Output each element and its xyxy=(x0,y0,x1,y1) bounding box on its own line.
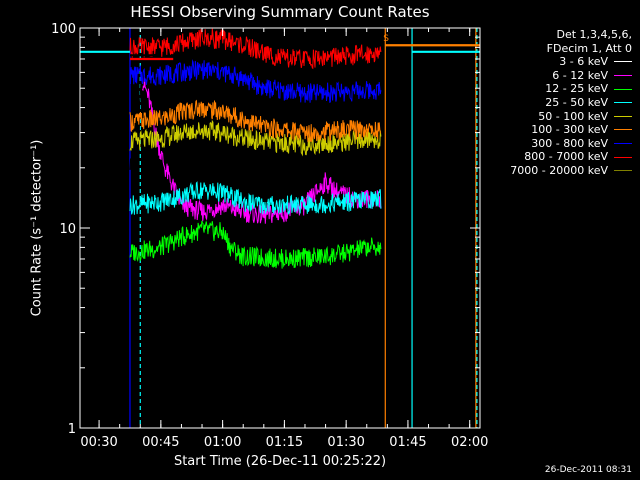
legend-swatch xyxy=(614,115,632,117)
series-line xyxy=(129,41,382,171)
series-lines: S xyxy=(80,28,480,269)
legend-swatch xyxy=(614,156,632,158)
x-tick-label: 02:00 xyxy=(451,435,488,450)
axis-ticks: 00:30 00:45 01:00 01:15 01:30 01:45 02:00 1 10 10… xyxy=(51,22,488,450)
annotation-label: S xyxy=(383,34,389,44)
x-tick-label: 01:45 xyxy=(389,435,426,450)
legend-entry: 50 - 100 keV xyxy=(510,110,632,124)
series-line xyxy=(129,99,382,143)
legend-label: 800 - 7000 keV xyxy=(524,150,608,164)
legend-label: 50 - 100 keV xyxy=(538,109,608,123)
legend-swatch xyxy=(614,143,632,145)
y-axis-label: Count Rate (s⁻¹ detector⁻¹) xyxy=(29,139,45,317)
legend-swatch xyxy=(614,102,632,104)
legend-swatch xyxy=(614,61,632,63)
legend: Det 1,3,4,5,6, FDecim 1, Att 0 3 - 6 keV… xyxy=(510,28,632,178)
legend-swatch xyxy=(614,88,632,90)
legend-header-line1: Det 1,3,4,5,6, xyxy=(556,28,632,41)
legend-entry: 100 - 300 keV xyxy=(510,123,632,137)
legend-header-line2: FDecim 1, Att 0 xyxy=(546,41,632,55)
legend-swatch xyxy=(614,129,632,131)
legend-swatch xyxy=(614,75,632,77)
legend-entry: 6 - 12 keV xyxy=(510,69,632,83)
legend-entry: 7000 - 20000 keV xyxy=(510,164,632,178)
y-tick-label: 1 xyxy=(68,422,76,437)
y-tick-label: 10 xyxy=(59,222,76,237)
legend-label: 6 - 12 keV xyxy=(552,68,608,82)
x-tick-label: 01:30 xyxy=(327,435,364,450)
x-tick-label: 01:15 xyxy=(266,435,303,450)
series-line xyxy=(129,220,382,269)
legend-swatch xyxy=(614,170,632,172)
legend-label: 12 - 25 keV xyxy=(545,82,608,96)
legend-label: 300 - 800 keV xyxy=(531,136,608,150)
legend-label: 25 - 50 keV xyxy=(545,95,608,109)
legend-label: 7000 - 20000 keV xyxy=(510,163,608,177)
legend-label: 100 - 300 keV xyxy=(531,123,608,137)
legend-entry: 12 - 25 keV xyxy=(510,82,632,96)
x-axis-label: Start Time (26-Dec-11 00:25:22) xyxy=(173,454,387,469)
chart-title: HESSI Observing Summary Count Rates xyxy=(130,3,430,21)
series-line xyxy=(129,119,382,157)
x-tick-label: 00:30 xyxy=(80,435,117,450)
y-tick-label: 100 xyxy=(51,22,76,37)
series-line xyxy=(129,59,382,103)
series-line xyxy=(129,181,382,215)
legend-entry: 25 - 50 keV xyxy=(510,96,632,110)
legend-label: 3 - 6 keV xyxy=(559,55,608,69)
legend-entry: 800 - 7000 keV xyxy=(510,150,632,164)
x-tick-label: 00:45 xyxy=(142,435,179,450)
legend-entry: 300 - 800 keV xyxy=(510,137,632,151)
series-line xyxy=(129,28,382,70)
timestamp: 26-Dec-2011 08:31 xyxy=(544,465,632,475)
x-tick-label: 01:00 xyxy=(204,435,241,450)
legend-entry: 3 - 6 keV xyxy=(510,55,632,69)
